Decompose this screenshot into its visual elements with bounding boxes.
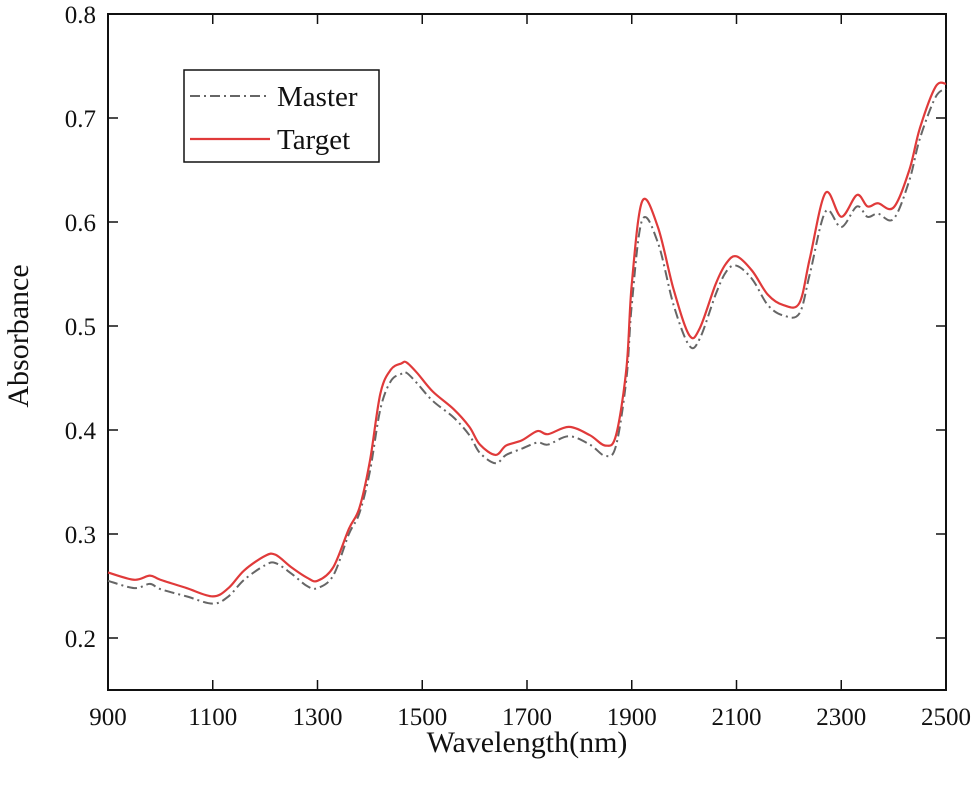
y-tick-label: 0.8 — [65, 2, 96, 29]
legend-label-master: Master — [277, 81, 358, 113]
y-tick-label: 0.7 — [65, 106, 96, 133]
x-tick-label: 1900 — [607, 704, 657, 731]
x-tick-label: 900 — [89, 704, 127, 731]
legend-box — [183, 69, 380, 163]
series-line-target — [107, 81, 947, 598]
x-tick-label: 1500 — [397, 704, 447, 731]
x-tick-label: 1700 — [502, 704, 552, 731]
y-tick-label: 0.3 — [65, 522, 96, 549]
y-axis-title: Absorbance — [2, 264, 35, 407]
y-tick-label: 0.4 — [65, 418, 97, 445]
y-tick-label: 0.6 — [65, 210, 96, 237]
y-tick-label: 0.5 — [65, 314, 96, 341]
x-axis-title: Wavelength(nm) — [427, 726, 628, 759]
x-tick-label: 2300 — [816, 704, 866, 731]
x-tick-label: 2500 — [921, 704, 971, 731]
legend: Master Target — [183, 69, 380, 163]
x-tick-label: 1100 — [188, 704, 237, 731]
x-axis: 900 1100 1300 1500 1700 1900 2100 2300 2500 — [89, 14, 971, 731]
series-line-master — [107, 88, 947, 605]
x-tick-label: 1300 — [293, 704, 343, 731]
legend-label-target: Target — [277, 124, 350, 156]
y-axis: 0.2 0.3 0.4 0.5 0.6 0.7 0.8 — [65, 2, 946, 653]
y-tick-label: 0.2 — [65, 626, 96, 653]
series-layer — [107, 81, 947, 605]
x-tick-label: 2100 — [712, 704, 762, 731]
